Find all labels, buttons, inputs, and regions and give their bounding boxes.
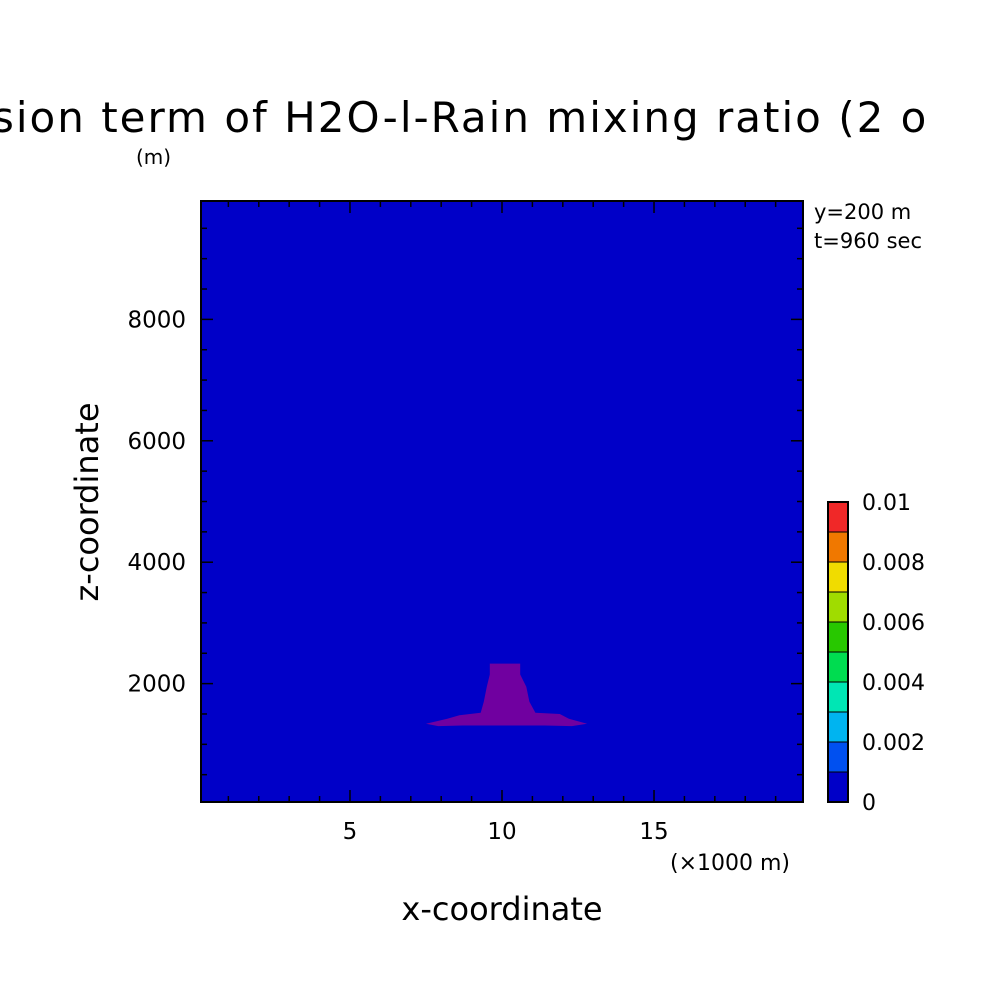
colorbar-swatch xyxy=(827,591,849,623)
y-tick-label: 4000 xyxy=(127,550,186,576)
plot-area xyxy=(200,200,804,803)
colorbar-swatch xyxy=(827,561,849,593)
annotation-y: y=200 m xyxy=(814,200,911,224)
colorbar-swatch xyxy=(827,711,849,743)
axis-ticks xyxy=(201,201,803,802)
colorbar-swatch xyxy=(827,681,849,713)
colorbar-swatch xyxy=(827,501,849,533)
colorbar-swatch xyxy=(827,621,849,653)
colorbar-label: 0.004 xyxy=(862,671,925,696)
x-tick-label: 10 xyxy=(487,819,516,845)
colorbar-label: 0.006 xyxy=(862,611,925,636)
colorbar-label: 0.008 xyxy=(862,551,925,576)
y-tick-label: 2000 xyxy=(127,672,186,698)
x-tick-label: 15 xyxy=(639,819,668,845)
x-unit: (×1000 m) xyxy=(670,851,790,876)
chart-title: sion term of H2O-l-Rain mixing ratio (2 … xyxy=(0,93,928,142)
colorbar-label: 0 xyxy=(862,791,876,816)
colorbar-swatch xyxy=(827,651,849,683)
y-axis-label: z-coordinate xyxy=(68,402,106,601)
colorbar-label: 0.01 xyxy=(862,491,911,516)
x-tick-label: 5 xyxy=(343,819,358,845)
y-tick-label: 8000 xyxy=(127,307,186,333)
colorbar-label: 0.002 xyxy=(862,731,925,756)
title-unit: (m) xyxy=(136,145,171,169)
y-tick-labels: 2000 4000 6000 8000 xyxy=(127,307,186,697)
colorbar-swatch xyxy=(827,531,849,563)
colorbar-swatch xyxy=(827,741,849,773)
y-tick-label: 6000 xyxy=(127,429,186,455)
colorbar: 0 0.002 0.004 0.006 0.008 0.01 xyxy=(827,491,925,816)
colorbar-frame xyxy=(827,501,849,803)
colorbar-swatch xyxy=(827,771,849,803)
mixing-ratio-feature xyxy=(426,663,588,727)
x-tick-labels: 5 10 15 xyxy=(343,819,669,845)
x-axis-label: x-coordinate xyxy=(401,890,602,928)
annotation-t: t=960 sec xyxy=(814,229,922,253)
